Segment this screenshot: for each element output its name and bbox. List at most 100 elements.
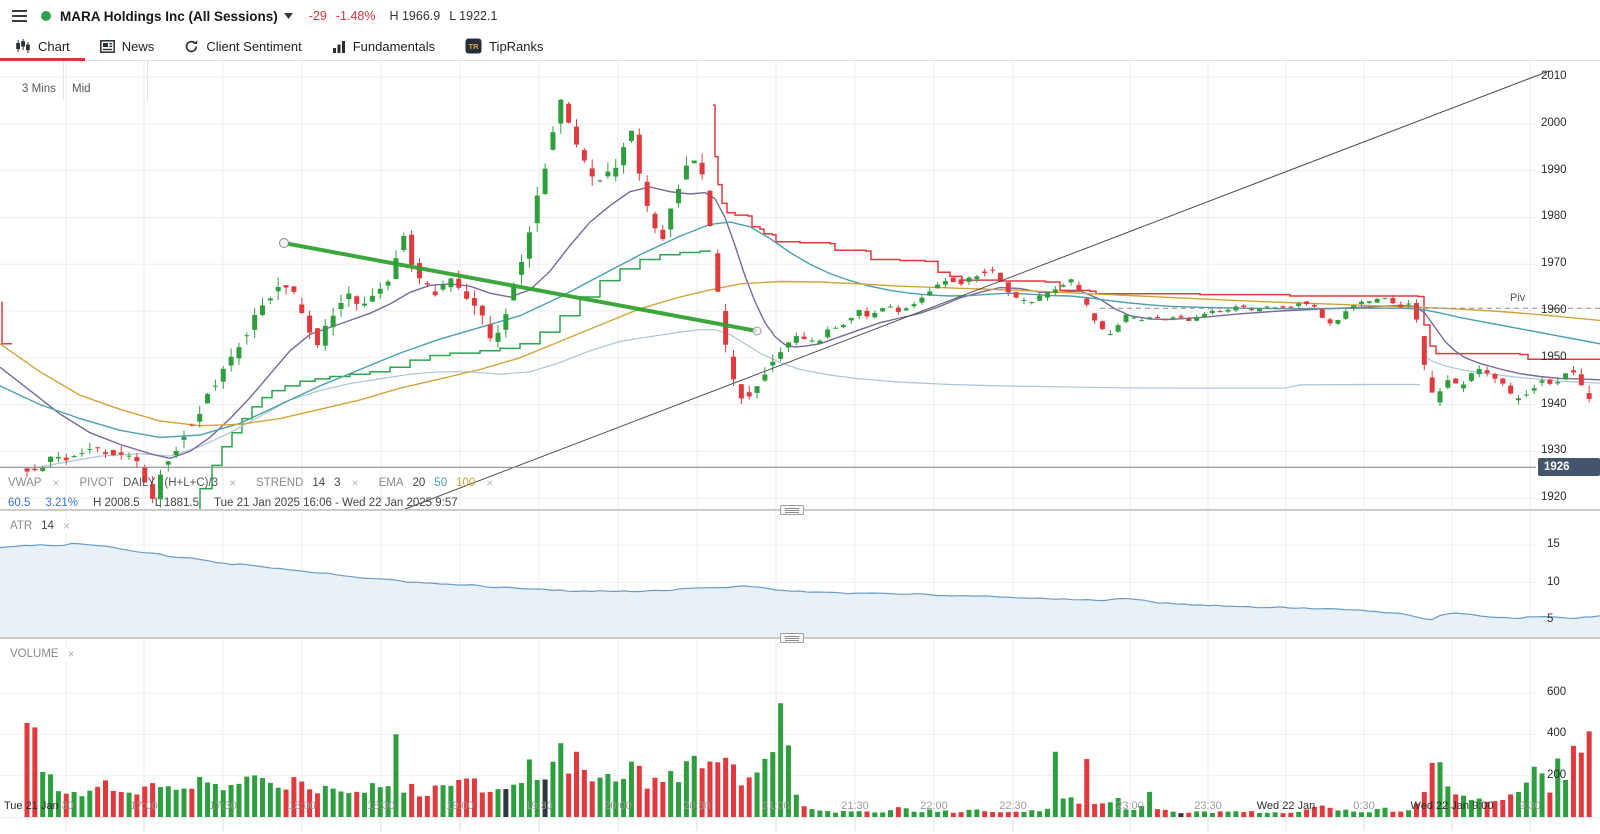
price-type-select[interactable]: Mid [72, 83, 91, 95]
time-axis-label: 18:00 [288, 800, 316, 812]
svg-text:TR: TR [469, 42, 480, 51]
time-axis-label: 18:30 [367, 800, 395, 812]
time-axis-label: 23:00 [1116, 800, 1144, 812]
tipranks-icon: TR [465, 38, 482, 54]
price-change: -29 [308, 9, 327, 23]
chevron-down-icon[interactable] [283, 13, 293, 19]
ema-100-line [0, 280, 1600, 427]
indicator-chip-strend[interactable]: STREND 14 3 × [256, 476, 359, 490]
price-axis-label: 1950 [1541, 350, 1567, 363]
indicator-param: 3 [334, 477, 341, 489]
session-low: L 1922.1 [449, 9, 498, 23]
atr-volume-divider-handle[interactable] [780, 633, 804, 643]
indicator-chip-pivot[interactable]: PIVOT DAILY (H+L+C)/3 × [79, 476, 236, 490]
sentiment-icon [184, 39, 199, 54]
indicator-name: ATR [10, 520, 33, 532]
time-axis-label: 20:30 [683, 800, 711, 812]
price-atr-divider-handle[interactable] [780, 505, 804, 515]
ema-20-line [0, 186, 1600, 460]
vwap-new-day-line [1421, 354, 1600, 384]
instrument-header: MARA Holdings Inc (All Sessions) -29 -1.… [0, 0, 1600, 33]
indicator-name: PIVOT [79, 477, 114, 489]
tab-fundamentals[interactable]: Fundamentals [317, 32, 450, 60]
close-icon[interactable]: × [486, 476, 494, 490]
time-axis-label: 0:30 [1353, 800, 1375, 812]
current-price-badge: 1926 [1538, 458, 1600, 477]
trendline-handle [279, 238, 289, 248]
tab-tipranks[interactable]: TR TipRanks [450, 32, 558, 60]
time-axis-label: :30 [58, 800, 74, 812]
indicator-param: 100 [456, 477, 476, 489]
time-axis-label: 19:30 [525, 800, 553, 812]
hamburger-icon[interactable] [12, 10, 27, 22]
tab-label: TipRanks [489, 38, 544, 54]
price-axis-label: 1930 [1541, 444, 1567, 457]
pivot-label: Piv [1510, 292, 1526, 305]
vwap-pct: 3.21% [45, 497, 78, 509]
vwap-value: 60.5 [8, 497, 31, 509]
tab-chart[interactable]: Chart [0, 32, 85, 61]
time-axis-label: Wed 22 Jan [1256, 800, 1316, 812]
time-axis-label: Wed 22 Jan 9:00 [1410, 800, 1494, 812]
atr-indicator-chip[interactable]: ATR 14 × [8, 519, 75, 533]
tab-label: Client Sentiment [206, 38, 302, 54]
news-icon [99, 39, 115, 53]
price-axis-label: 1980 [1541, 210, 1567, 223]
indicator-param: 20 [412, 477, 426, 489]
interval-select[interactable]: 3 Mins [22, 83, 56, 95]
tab-client-sentiment[interactable]: Client Sentiment [169, 32, 316, 60]
close-icon[interactable]: × [229, 476, 237, 490]
time-axis-label: 22:00 [920, 800, 948, 812]
close-icon[interactable]: × [351, 476, 359, 490]
price-axis-label: 2010 [1541, 70, 1567, 82]
time-axis-label: 20:00 [604, 800, 632, 812]
atr-axis-label: 10 [1547, 575, 1560, 588]
supertrend-down-left-stub-line [1, 301, 12, 345]
price-pane [0, 70, 1600, 511]
volume-axis-label: 400 [1547, 727, 1567, 740]
price-axis-label: 1940 [1541, 397, 1567, 410]
atr-pane [0, 542, 1600, 637]
tab-label: Chart [38, 38, 70, 54]
indicator-name: EMA [378, 477, 404, 489]
volume-pane [24, 703, 1592, 817]
price-axis-label: 1970 [1541, 257, 1567, 270]
price-axis-label: 1990 [1541, 163, 1567, 176]
fundamentals-icon [332, 40, 346, 53]
instrument-title[interactable]: MARA Holdings Inc (All Sessions) [60, 8, 278, 24]
time-axis-label: 23:30 [1194, 800, 1222, 812]
trendline-drawing [283, 241, 758, 333]
time-axis-label: 22:30 [999, 800, 1027, 812]
indicator-param: 50 [434, 477, 448, 489]
close-icon[interactable]: × [52, 476, 60, 490]
indicator-param: DAILY [122, 477, 156, 489]
atr-axis-label: 5 [1547, 613, 1554, 625]
atr-line [0, 542, 1600, 621]
volume-indicator-chip[interactable]: VOLUME × [8, 647, 80, 661]
price-axis-label: 1920 [1541, 491, 1567, 504]
indicator-param: 14 [312, 477, 326, 489]
indicator-chip-ema[interactable]: EMA 20 50 100 × [379, 476, 494, 490]
vwap-line [26, 329, 1420, 471]
time-axis-label: 19:00 [446, 800, 474, 812]
close-icon[interactable]: × [67, 647, 75, 661]
tab-label: News [121, 38, 155, 54]
supertrend-down-line [713, 104, 1600, 361]
diagonal-trendline-drawing [399, 70, 1550, 511]
indicator-param: 14 [41, 520, 54, 532]
atr-axis-label: 15 [1547, 538, 1560, 550]
time-axis-label: 17:30 [209, 800, 237, 812]
period-low: L 1881.5 [154, 497, 200, 509]
time-axis-label: 21:30 [841, 800, 869, 812]
indicator-chips: VWAP × PIVOT DAILY (H+L+C)/3 × STREND 14 3 × EMA 20… [8, 476, 493, 490]
indicator-chip-vwap[interactable]: VWAP × [8, 476, 59, 490]
trendline-handle [752, 326, 762, 336]
vwap-info-row: 60.5 3.21% H 2008.5 L 1881.5 Tue 21 Jan 2025… [8, 497, 458, 509]
tab-news[interactable]: News [85, 32, 170, 60]
toolbar-separator [63, 61, 64, 101]
close-icon[interactable]: × [62, 519, 70, 533]
market-open-dot-icon [41, 11, 51, 21]
indicator-name: STREND [256, 477, 304, 489]
